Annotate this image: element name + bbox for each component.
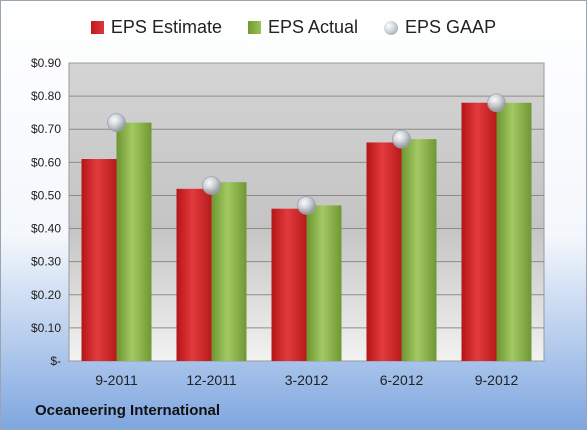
bar-eps-estimate xyxy=(176,188,212,361)
bar-eps-actual xyxy=(211,182,247,361)
bar-eps-estimate xyxy=(366,142,402,361)
y-tick-label: $0.70 xyxy=(31,122,61,136)
x-tick-label: 9-2011 xyxy=(95,372,138,388)
y-tick-label: $0.20 xyxy=(31,288,61,302)
y-tick-label: $0.60 xyxy=(31,155,61,169)
bar-eps-actual xyxy=(401,139,437,361)
y-tick-label: $0.10 xyxy=(31,321,61,335)
y-tick-label: $- xyxy=(50,354,61,368)
company-name: Oceaneering International xyxy=(35,402,221,419)
y-tick-label: $0.90 xyxy=(31,56,61,70)
legend-item-gaap: EPS GAAP xyxy=(384,17,496,38)
bar-eps-actual xyxy=(116,122,152,361)
marker-eps-gaap xyxy=(392,129,411,149)
legend-item-estimate: EPS Estimate xyxy=(90,17,222,38)
marker-eps-gaap xyxy=(107,113,126,132)
y-tick-label: $0.40 xyxy=(31,222,61,236)
marker-eps-gaap xyxy=(202,176,221,195)
legend-swatch-estimate xyxy=(90,21,104,34)
bar-eps-estimate xyxy=(81,159,117,361)
x-tick-label: 12-2011 xyxy=(186,372,237,388)
legend-swatch-actual xyxy=(247,21,261,34)
legend-item-actual: EPS Actual xyxy=(247,17,359,38)
marker-eps-gaap xyxy=(297,195,316,215)
x-tick-label: 3-2012 xyxy=(285,372,329,388)
x-tick-label: 6-2012 xyxy=(380,372,424,388)
bar-eps-estimate xyxy=(461,102,497,361)
bar-eps-actual xyxy=(496,102,532,361)
marker-eps-gaap xyxy=(487,93,506,113)
legend: EPS Estimate EPS Actual EPS GAAP xyxy=(1,17,586,38)
legend-label-actual: EPS Actual xyxy=(267,17,359,37)
x-tick-label: 9-2012 xyxy=(475,372,519,388)
y-tick-label: $0.80 xyxy=(31,89,61,103)
legend-label-estimate: EPS Estimate xyxy=(110,17,222,37)
legend-label-gaap: EPS GAAP xyxy=(405,17,497,37)
y-tick-label: $0.50 xyxy=(31,188,61,202)
legend-swatch-gaap xyxy=(384,20,399,35)
y-tick-label: $0.30 xyxy=(31,255,61,269)
bar-eps-actual xyxy=(306,205,342,361)
bar-eps-estimate xyxy=(271,208,307,361)
